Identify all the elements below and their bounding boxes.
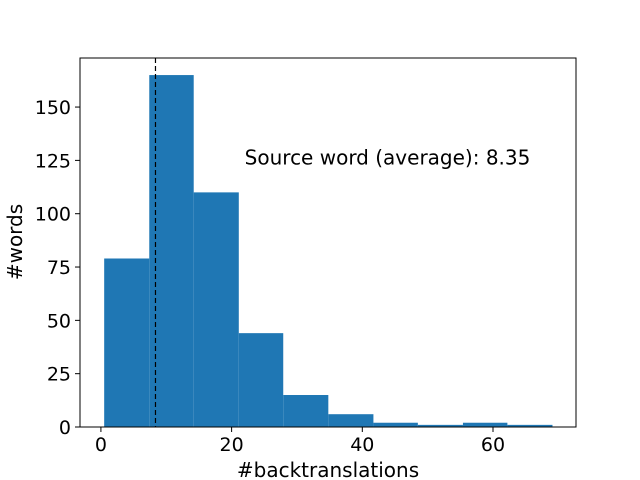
x-axis-label: #backtranslations	[237, 458, 419, 480]
y-tick-label: 75	[47, 257, 71, 279]
axes	[79, 57, 577, 428]
histogram-bar-7	[417, 424, 463, 427]
x-tick-label: 60	[481, 434, 505, 456]
histogram-bar-1	[149, 75, 194, 427]
y-tick-label: 50	[47, 310, 71, 332]
histogram-bar-9	[507, 424, 553, 427]
histogram-bar-5	[328, 414, 374, 427]
histogram-bar-8	[462, 422, 508, 427]
y-axis-ticks: 0 25 50 75 100 125 150	[35, 97, 80, 439]
y-tick-label: 25	[47, 364, 71, 386]
x-axis-ticks: 0 20 40 60	[95, 427, 505, 456]
histogram-bar-2	[193, 192, 239, 427]
histogram-bar-0	[104, 258, 150, 427]
x-tick-label: 20	[220, 434, 244, 456]
mean-annotation: Source word (average): 8.35	[245, 146, 531, 170]
y-axis-label: #words	[3, 204, 27, 280]
y-tick-label: 0	[59, 417, 71, 439]
y-tick-label: 125	[35, 150, 71, 172]
y-tick-label: 100	[35, 204, 71, 226]
x-tick-label: 40	[350, 434, 374, 456]
plot-frame	[79, 57, 577, 428]
histogram-bars	[104, 75, 553, 427]
x-tick-label: 0	[95, 434, 107, 456]
histogram-bar-6	[373, 422, 418, 427]
y-tick-label: 150	[35, 97, 71, 119]
histogram-bar-4	[283, 395, 329, 427]
histogram-bar-3	[238, 333, 284, 427]
